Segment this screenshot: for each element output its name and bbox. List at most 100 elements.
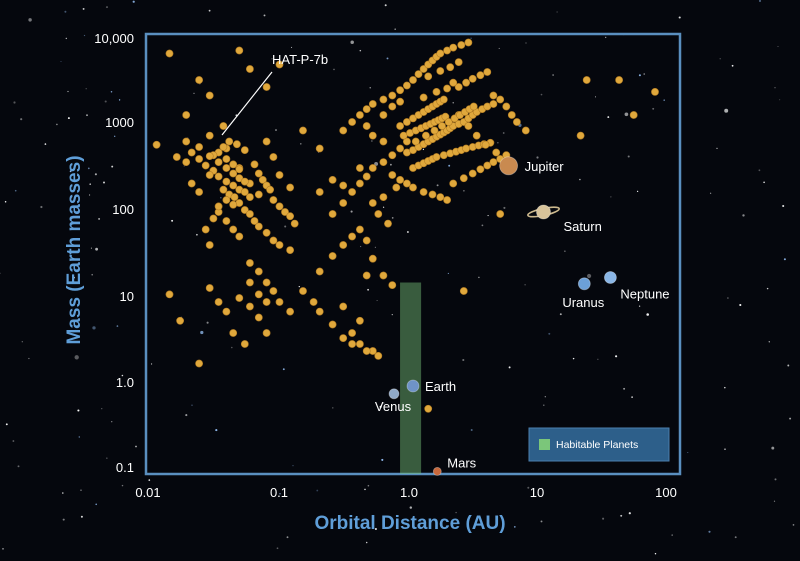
star (67, 117, 70, 120)
star (406, 231, 409, 233)
exoplanet-point (235, 165, 244, 174)
star (77, 409, 80, 412)
star (103, 181, 105, 184)
star (544, 396, 546, 398)
star (104, 100, 107, 103)
exoplanet-point (615, 76, 623, 84)
star (525, 42, 527, 44)
exoplanet-points (152, 38, 659, 413)
star (286, 536, 289, 539)
star (687, 451, 689, 454)
star (709, 192, 712, 194)
star (183, 165, 185, 167)
exoplanet-point (454, 83, 463, 91)
exoplanet-point (419, 93, 428, 102)
planet-earth (406, 379, 420, 393)
exoplanet-point (275, 171, 284, 179)
exoplanet-point (362, 236, 371, 245)
exoplanet-point (402, 81, 411, 90)
exoplanet-point (368, 254, 377, 263)
exoplanet-point (368, 131, 377, 140)
star (80, 489, 82, 491)
exoplanet-point (214, 298, 223, 306)
y-tick-label: 1000 (105, 115, 134, 130)
x-tick-label: 100 (655, 485, 677, 500)
exoplanet-point (219, 122, 228, 130)
star (774, 87, 776, 89)
exoplanet-point (476, 71, 485, 80)
star (276, 547, 279, 550)
star (62, 518, 65, 521)
exoplanet-point (262, 137, 271, 146)
star (298, 285, 300, 288)
legend-box (528, 427, 670, 462)
star (394, 28, 396, 30)
star (384, 4, 387, 7)
star (508, 366, 511, 369)
exoplanet-point (254, 313, 263, 322)
exoplanet-point (629, 111, 638, 119)
star (452, 102, 454, 104)
star (513, 526, 516, 528)
exoplanet-point (254, 267, 263, 276)
exoplanet-point (240, 206, 249, 214)
exoplanet-point (209, 214, 218, 223)
star (95, 247, 98, 251)
exoplanet-point (496, 95, 505, 104)
star (220, 197, 222, 199)
star (777, 45, 779, 48)
y-axis-ticks: 0.1 1.0 10 100 1000 10,000 (94, 31, 134, 475)
star (455, 511, 457, 514)
x-tick-label: 0.1 (270, 485, 288, 500)
star (610, 196, 612, 198)
star (70, 197, 73, 199)
exoplanet-point (205, 91, 214, 100)
star (116, 325, 119, 327)
star (470, 429, 473, 431)
exoplanet-point (428, 190, 437, 199)
exoplanet-point (476, 165, 485, 174)
planet-venus (388, 388, 400, 400)
exoplanet-point (396, 175, 404, 184)
star (759, 0, 761, 2)
star (92, 326, 96, 330)
star (86, 114, 88, 117)
star (663, 99, 665, 101)
exoplanet-point (339, 199, 348, 207)
star (724, 386, 726, 389)
exoplanet-point (165, 49, 174, 58)
star (731, 64, 734, 67)
star (83, 34, 86, 37)
star (200, 330, 204, 335)
y-tick-label: 10 (120, 289, 134, 304)
exoplanet-point (254, 222, 263, 231)
exoplanet-point (201, 225, 210, 234)
planet-neptune (604, 271, 617, 284)
star (67, 90, 69, 93)
star (536, 156, 539, 159)
x-axis-ticks: 0.01 0.1 1.0 10 100 (135, 485, 677, 500)
star (391, 313, 393, 316)
exoplanet-point (432, 88, 441, 96)
exoplanet-point (430, 126, 439, 135)
star (556, 11, 558, 13)
exoplanet-point (388, 102, 397, 111)
star (69, 170, 72, 173)
star (763, 181, 765, 184)
planet-label-venus: Venus (375, 399, 412, 414)
star (463, 189, 465, 192)
star (615, 355, 618, 358)
exoplanet-point (258, 175, 267, 184)
star (502, 132, 505, 134)
exoplanet-point (436, 193, 445, 201)
star (564, 250, 566, 252)
star (503, 206, 506, 209)
exoplanet-point (254, 190, 263, 199)
star (171, 219, 174, 222)
star (724, 448, 726, 450)
exoplanet-point (219, 143, 228, 151)
planet-jupiter (499, 156, 519, 176)
star (98, 217, 101, 220)
star (436, 184, 439, 187)
exoplanet-point (245, 259, 254, 267)
